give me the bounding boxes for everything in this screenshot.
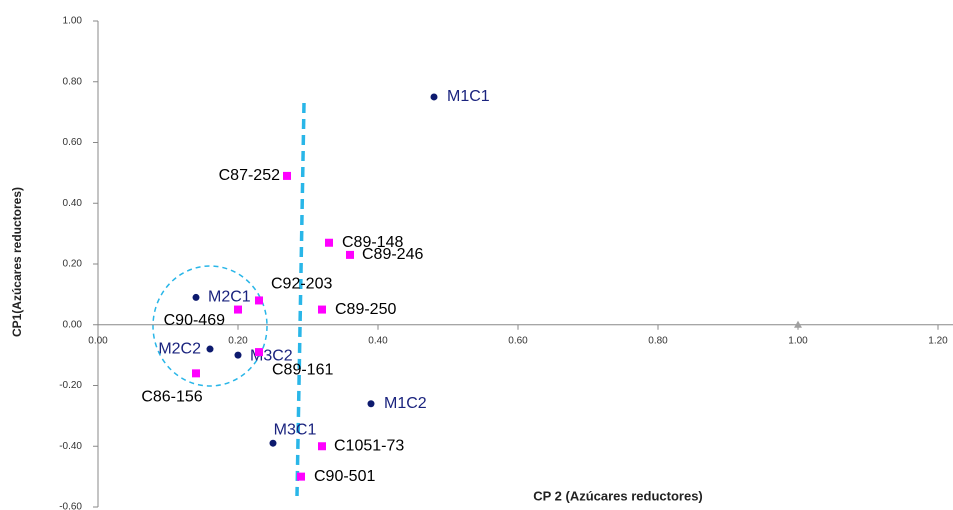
x-tick-label: 0.60 [508,335,528,346]
point-label: M3C1 [274,421,317,438]
point-label: M1C1 [447,88,490,105]
y-tick-label: 0.80 [63,76,83,87]
point [255,296,263,305]
point-label: C90-469 [164,312,225,329]
point [325,238,333,247]
point [367,400,375,408]
point [192,369,200,378]
y-axis-title: CP1(Azúcares reductores) [10,187,24,337]
point [255,348,263,357]
cluster-ellipse [152,265,268,387]
divider-line [295,102,306,497]
x-tick-label: 1.20 [928,335,948,346]
y-tick-label: -0.40 [59,441,82,452]
point-label: C86-156 [141,389,202,406]
point-label: C89-246 [362,246,423,263]
x-tick-label: 0.20 [228,335,248,346]
point [318,442,326,451]
point [192,293,200,301]
point [297,472,305,481]
point-label: M2C2 [158,340,201,357]
x-tick-label: 0.80 [648,335,668,346]
y-tick-label: -0.60 [59,502,82,510]
x-axis-title: CP 2 (Azúcares reductores) [533,488,703,503]
point [269,439,277,447]
point [234,351,242,359]
point-label: C90-501 [314,468,375,485]
point-label: C87-252 [219,167,280,184]
point-label: C1051-73 [334,437,404,454]
y-tick-label: 0.20 [63,259,83,270]
point-label: M2C1 [208,289,251,306]
y-tick-label: 0.40 [63,198,83,209]
point [430,93,438,101]
point [283,171,291,180]
y-tick-label: 0.60 [63,137,83,148]
point-label: C89-250 [335,301,396,318]
x-tick-label: 1.00 [788,335,808,346]
y-tick-label: 0.00 [63,319,83,330]
x-tick-label: 0.40 [368,335,388,346]
point [206,345,214,353]
point [346,250,354,259]
y-tick-label: -0.20 [59,380,82,391]
point-label: C89-148 [342,234,403,251]
point [794,320,802,328]
y-tick-label: 1.00 [63,16,83,27]
point-label: C89-161 [272,361,333,378]
point [234,305,242,314]
point-label: C92-203 [271,276,332,293]
point [318,305,326,314]
point-label: M1C2 [384,395,427,412]
x-tick-label: 0.00 [88,335,108,346]
